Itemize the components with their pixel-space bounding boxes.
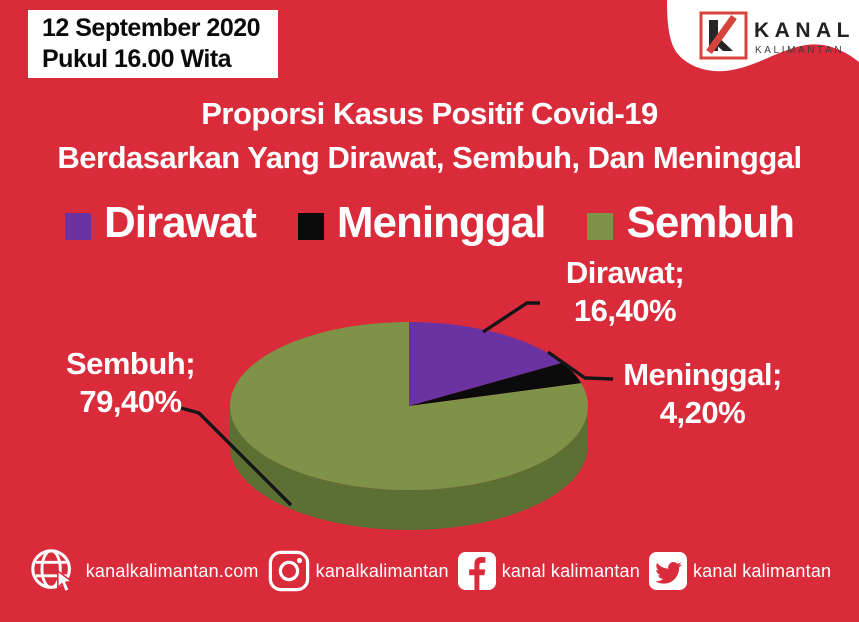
chart-title: Proporsi Kasus Positif Covid-19 Berdasar… xyxy=(0,92,859,180)
pie-label-sembuh: Sembuh; 79,40% xyxy=(28,345,233,421)
pie-slice-dirawat xyxy=(409,322,563,406)
logo-title: KANAL xyxy=(754,19,855,42)
footer-social-bar: kanalkalimantan.com kanalkalimantan kana… xyxy=(0,543,859,599)
leader-line-sembuh xyxy=(180,406,293,507)
leader-line-dirawat xyxy=(482,301,540,334)
logo-k-icon xyxy=(699,11,748,60)
footer-website: kanalkalimantan.com xyxy=(28,544,259,598)
legend-swatch-sembuh xyxy=(587,212,614,240)
legend-label-meninggal: Meninggal xyxy=(336,198,547,247)
legend-item-dirawat: Dirawat xyxy=(64,198,257,248)
legend-label-sembuh: Sembuh xyxy=(626,198,795,247)
legend-item-meninggal: Meninggal xyxy=(297,198,547,248)
footer-instagram-text: kanalkalimantan xyxy=(315,560,449,581)
date-line1: 12 September 2020 xyxy=(42,14,261,42)
date-line2: Pukul 16.00 Wita xyxy=(42,45,232,73)
footer-twitter: kanal kalimantan xyxy=(648,552,832,590)
logo-kanal-kalimantan: KANAL KALIMANTAN xyxy=(667,0,859,72)
footer-instagram: kanalkalimantan xyxy=(268,550,449,592)
footer-facebook: kanal kalimantan xyxy=(457,552,640,590)
pie-label-sembuh-name: Sembuh; xyxy=(65,346,196,381)
facebook-icon xyxy=(457,552,496,590)
pie-3d xyxy=(229,322,588,530)
twitter-icon xyxy=(648,552,687,590)
pie-side-wall xyxy=(230,406,588,530)
legend-label-dirawat: Dirawat xyxy=(103,198,257,247)
date-box: 12 September 2020 Pukul 16.00 Wita xyxy=(28,10,278,78)
pie-label-meninggal-value: 4,20% xyxy=(659,395,746,430)
pie-label-dirawat-name: Dirawat; xyxy=(565,255,685,290)
footer-twitter-text: kanal kalimantan xyxy=(692,560,832,581)
pie-label-meninggal: Meninggal; 4,20% xyxy=(595,356,810,432)
pie-label-sembuh-value: 79,40% xyxy=(79,384,182,419)
pie-label-meninggal-name: Meninggal; xyxy=(623,357,782,392)
footer-website-text: kanalkalimantan.com xyxy=(85,560,259,581)
legend-item-sembuh: Sembuh xyxy=(587,198,795,248)
leader-line-meninggal xyxy=(547,350,614,381)
logo-subtitle: KALIMANTAN xyxy=(755,45,844,56)
pie-slice-meninggal xyxy=(409,362,582,406)
globe-cursor-icon xyxy=(31,549,74,593)
chart-title-line2: Berdasarkan Yang Dirawat, Sembuh, Dan Me… xyxy=(57,140,802,175)
chart-legend: Dirawat Meninggal Sembuh xyxy=(0,198,859,248)
instagram-icon xyxy=(268,550,309,592)
legend-swatch-dirawat xyxy=(64,212,91,240)
chart-title-line1: Proporsi Kasus Positif Covid-19 xyxy=(201,96,658,131)
legend-swatch-meninggal xyxy=(297,212,324,240)
pie-slice-sembuh xyxy=(229,322,588,490)
pie-label-dirawat: Dirawat; 16,40% xyxy=(520,254,730,330)
footer-facebook-text: kanal kalimantan xyxy=(501,560,640,581)
pie-label-dirawat-value: 16,40% xyxy=(573,293,677,328)
